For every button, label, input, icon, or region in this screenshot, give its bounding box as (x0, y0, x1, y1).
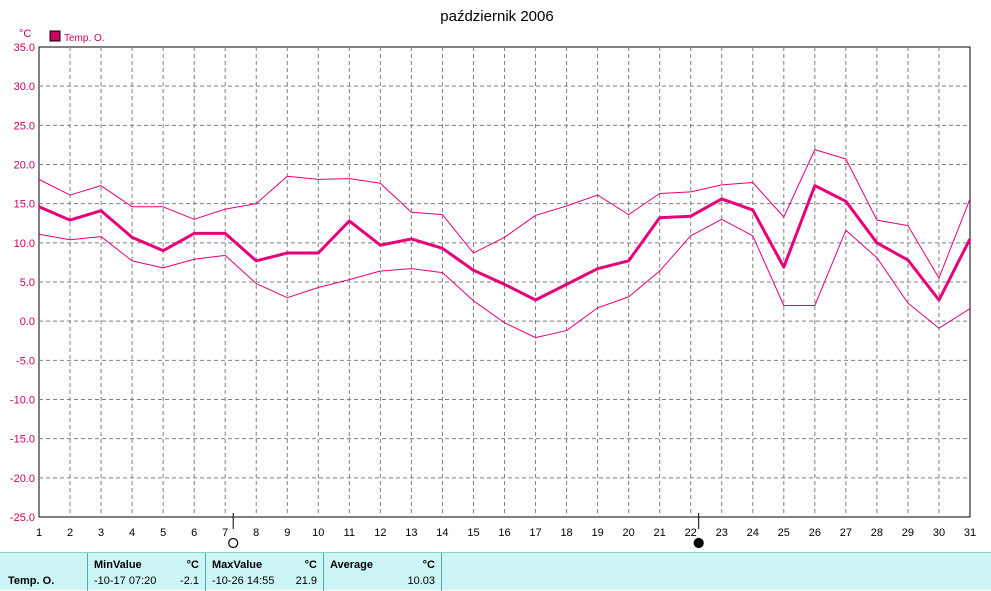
y-tick-label: 25.0 (14, 120, 35, 132)
x-tick-label: 4 (129, 527, 135, 539)
min-value-unit: °C (186, 559, 199, 571)
new-moon-icon (693, 537, 704, 549)
x-tick-label: 31 (964, 527, 976, 539)
x-tick-labels: 1 2 3 4 5 6 7 8 9 10 11 12 13 14 15 16 17 18 19 20 21 22 23 24 2… (36, 527, 976, 539)
y-tick-label: 15.0 (14, 199, 35, 211)
x-tick-label: 7 (222, 527, 228, 539)
y-tick-label: 0.0 (20, 316, 35, 328)
y-tick-label: 10.0 (14, 238, 35, 250)
y-tick-labels: 35.0 30.0 25.0 20.0 15.0 10.0 5.0 0.0 -5.0 -10.0 -… (10, 42, 35, 524)
series-line-avg (38, 184, 972, 302)
x-tick-label: 25 (778, 527, 790, 539)
x-tick-label: 11 (344, 527, 355, 539)
x-tick-label: 8 (253, 527, 259, 539)
min-value-cell: MinValue °C -10-17 07:20 -2.1 (88, 553, 206, 591)
average-label: Average (330, 559, 374, 571)
x-tick-label: 13 (405, 527, 417, 539)
x-tick-label: 29 (902, 527, 914, 539)
y-tick-label: -25.0 (10, 512, 35, 524)
chart-title: październik 2006 (440, 8, 553, 25)
y-tick-label: 5.0 (20, 277, 35, 289)
min-value-label: MinValue (94, 559, 142, 571)
x-tick-label: 10 (312, 527, 324, 539)
x-tick-label: 16 (498, 527, 510, 539)
max-value: 21.9 (295, 575, 317, 587)
x-tick-label: 19 (591, 527, 603, 539)
x-tick-label: 1 (36, 527, 42, 539)
x-tick-label: 17 (529, 527, 541, 539)
grid-lines (39, 47, 970, 517)
full-moon-icon (228, 537, 239, 549)
x-tick-label: 27 (840, 527, 852, 539)
x-tick-label: 20 (623, 527, 635, 539)
x-tick-label: 21 (654, 527, 666, 539)
min-value: -2.1 (180, 575, 199, 587)
x-tick-label: 28 (871, 527, 883, 539)
y-tick-label: 30.0 (14, 81, 35, 93)
x-tick-label: 23 (716, 527, 728, 539)
y-tick-label: -10.0 (10, 395, 35, 407)
series-line-max (38, 149, 971, 279)
x-tick-label: 22 (685, 527, 697, 539)
x-tick-label: 3 (98, 527, 104, 539)
stats-row-label: Temp. O. (8, 575, 55, 587)
x-tick-label: 18 (560, 527, 572, 539)
max-value-time: -10-26 14:55 (212, 575, 275, 587)
y-tick-label: 20.0 (14, 160, 35, 172)
y-tick-label: 35.0 (14, 42, 35, 54)
x-tick-label: 2 (67, 527, 73, 539)
x-tick-label: 5 (160, 527, 166, 539)
moon-phase-markers (228, 513, 704, 549)
max-value-cell: MaxValue °C -10-26 14:55 21.9 (206, 553, 324, 591)
x-tick-label: 30 (933, 527, 945, 539)
legend-swatch (49, 30, 61, 42)
x-tick-label: 15 (467, 527, 479, 539)
y-tick-label: -15.0 (10, 434, 35, 446)
x-tick-label: 6 (191, 527, 197, 539)
x-tick-label: 14 (436, 527, 448, 539)
max-value-unit: °C (304, 559, 317, 571)
stats-row-label-cell: Temp. O. (0, 553, 88, 591)
max-value-label: MaxValue (212, 559, 263, 571)
statistics-bar: Temp. O. MinValue °C -10-17 07:20 -2.1 M… (0, 552, 991, 591)
legend-label: Temp. O. (64, 33, 105, 44)
series-lines (38, 149, 972, 339)
y-tick-label: -5.0 (16, 355, 35, 367)
average-unit: °C (422, 559, 435, 571)
average-cell: Average °C 10.03 (324, 553, 442, 591)
x-tick-label: 9 (284, 527, 290, 539)
y-tick-label: -20.0 (10, 473, 35, 485)
x-tick-label: 12 (374, 527, 386, 539)
series-line-min (38, 218, 971, 339)
temperature-chart: październik 2006 °C Temp. O. 35.030.025.… (10, 8, 976, 549)
y-axis-unit: °C (19, 28, 31, 40)
average-value: 10.03 (407, 575, 435, 587)
x-tick-label: 26 (809, 527, 821, 539)
x-tick-label: 24 (747, 527, 759, 539)
min-value-time: -10-17 07:20 (94, 575, 157, 587)
